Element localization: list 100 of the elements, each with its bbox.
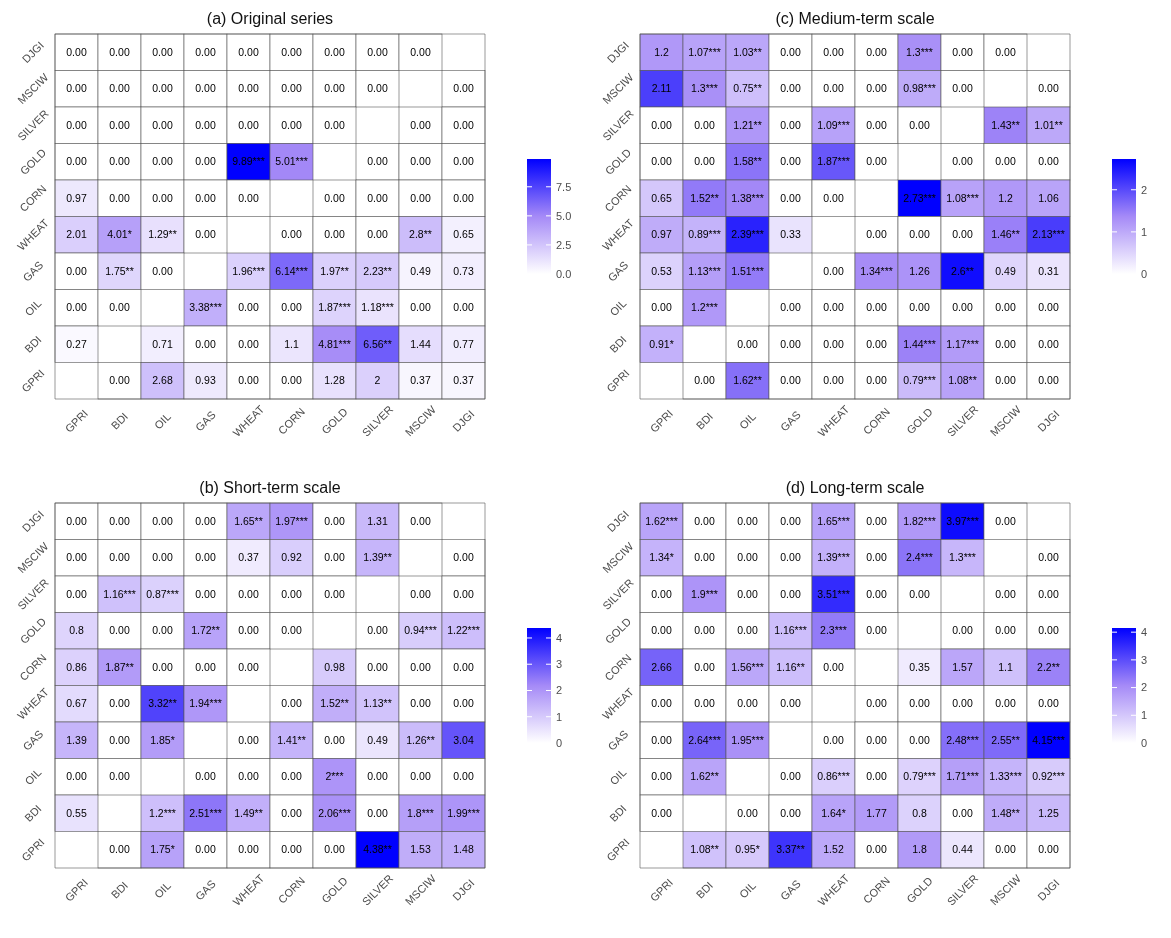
- color-bar-label: 1: [556, 710, 563, 723]
- color-bar-label: 0: [1141, 736, 1148, 749]
- data-label: 0.00: [109, 374, 130, 387]
- x-tick-label: BDI: [693, 410, 716, 432]
- data-label: 0.00: [995, 624, 1016, 637]
- data-label: 0.92: [281, 551, 302, 564]
- data-label: 0.00: [238, 191, 259, 204]
- data-label: 4.81***: [318, 337, 351, 350]
- data-label: 1.43**: [991, 118, 1020, 131]
- data-label: 0.92***: [1032, 770, 1065, 783]
- data-label: 0.00: [453, 155, 474, 168]
- data-label: 0.00: [866, 118, 887, 131]
- data-label: 1.13***: [688, 264, 721, 277]
- data-label: 0.00: [866, 624, 887, 637]
- data-label: 1.77: [866, 806, 887, 819]
- data-label: 1.28: [324, 374, 345, 387]
- data-label: 0.00: [410, 514, 431, 527]
- data-label: 1.39: [66, 733, 87, 746]
- data-label: 0.00: [66, 45, 87, 58]
- data-label: 1.8***: [407, 806, 434, 819]
- data-label: 0.00: [694, 374, 715, 387]
- data-label: 0.00: [694, 624, 715, 637]
- data-label: 1.31: [367, 514, 388, 527]
- data-label: 0.00: [866, 514, 887, 527]
- data-label: 0.00: [737, 624, 758, 637]
- data-label: 0.53: [651, 264, 672, 277]
- data-label: 1.87***: [817, 155, 850, 168]
- data-label: 0.00: [780, 697, 801, 710]
- data-label: 1.72**: [191, 624, 220, 637]
- data-label: 0.00: [995, 843, 1016, 856]
- data-label: 0.00: [66, 587, 87, 600]
- color-bar-label: 5.0: [556, 209, 572, 222]
- data-label: 0.00: [823, 337, 844, 350]
- data-label: 1.9***: [691, 587, 718, 600]
- chart-title: (d) Long-term scale: [785, 479, 925, 496]
- data-label: 0.00: [410, 45, 431, 58]
- data-label: 0.00: [281, 374, 302, 387]
- data-label: 0.97: [66, 191, 87, 204]
- data-label: 0.00: [866, 733, 887, 746]
- x-tick-label: OIL: [151, 879, 173, 901]
- data-label: 0.00: [1038, 697, 1059, 710]
- data-label: 0.00: [195, 660, 216, 673]
- data-label: 0.00: [909, 228, 930, 241]
- data-label: 1.29**: [148, 228, 177, 241]
- data-label: 5.01***: [275, 155, 308, 168]
- data-label: 1.48**: [991, 806, 1020, 819]
- data-label: 0.00: [195, 118, 216, 131]
- data-label: 0.00: [281, 228, 302, 241]
- data-label: 0.00: [238, 660, 259, 673]
- data-label: 0.00: [995, 587, 1016, 600]
- color-bar-label: 0.0: [556, 267, 572, 280]
- data-label: 0.00: [453, 770, 474, 783]
- data-label: 0.00: [324, 82, 345, 95]
- data-label: 0.94***: [404, 624, 437, 637]
- x-tick-label: BDI: [108, 410, 131, 432]
- data-label: 0.00: [823, 45, 844, 58]
- data-label: 0.00: [109, 697, 130, 710]
- x-tick-label: OIL: [736, 879, 758, 901]
- data-label: 0.00: [694, 514, 715, 527]
- data-label: 1.01**: [1034, 118, 1063, 131]
- data-label: 0.00: [109, 45, 130, 58]
- data-label: 0.00: [152, 191, 173, 204]
- data-label: 9.89***: [232, 155, 265, 168]
- data-label: 0.8: [69, 624, 84, 637]
- data-label: 1.65**: [234, 514, 263, 527]
- data-label: 0.00: [281, 770, 302, 783]
- data-label: 0.00: [651, 587, 672, 600]
- data-label: 0.49: [367, 733, 388, 746]
- data-label: 1.1: [998, 660, 1013, 673]
- data-label: 2.2**: [1037, 660, 1060, 673]
- data-label: 0.00: [909, 301, 930, 314]
- data-label: 1.34*: [649, 551, 674, 564]
- data-label: 0.00: [1038, 82, 1059, 95]
- data-label: 0.00: [152, 624, 173, 637]
- data-label: 0.00: [866, 155, 887, 168]
- data-label: 0.00: [238, 45, 259, 58]
- data-label: 0.00: [909, 118, 930, 131]
- data-label: 0.00: [995, 301, 1016, 314]
- data-label: 0.91*: [649, 337, 674, 350]
- data-label: 0.00: [1038, 624, 1059, 637]
- data-label: 0.00: [324, 587, 345, 600]
- data-label: 1.94***: [189, 697, 222, 710]
- data-label: 0.00: [823, 660, 844, 673]
- data-label: 1.52**: [320, 697, 349, 710]
- data-label: 0.00: [410, 697, 431, 710]
- data-label: 0.00: [109, 155, 130, 168]
- data-label: 0.55: [66, 806, 87, 819]
- data-label: 0.00: [238, 118, 259, 131]
- chart-title: (a) Original series: [206, 10, 334, 27]
- data-label: 3.04: [453, 733, 474, 746]
- data-label: 0.00: [1038, 301, 1059, 314]
- data-label: 0.97: [651, 228, 672, 241]
- data-label: 0.00: [823, 191, 844, 204]
- data-label: 0.00: [995, 45, 1016, 58]
- chart-title: (b) Short-term scale: [199, 479, 341, 496]
- data-label: 0.00: [995, 155, 1016, 168]
- data-label: 0.00: [152, 118, 173, 131]
- data-label: 0.00: [281, 82, 302, 95]
- data-label: 0.00: [152, 45, 173, 58]
- data-label: 0.79***: [903, 374, 936, 387]
